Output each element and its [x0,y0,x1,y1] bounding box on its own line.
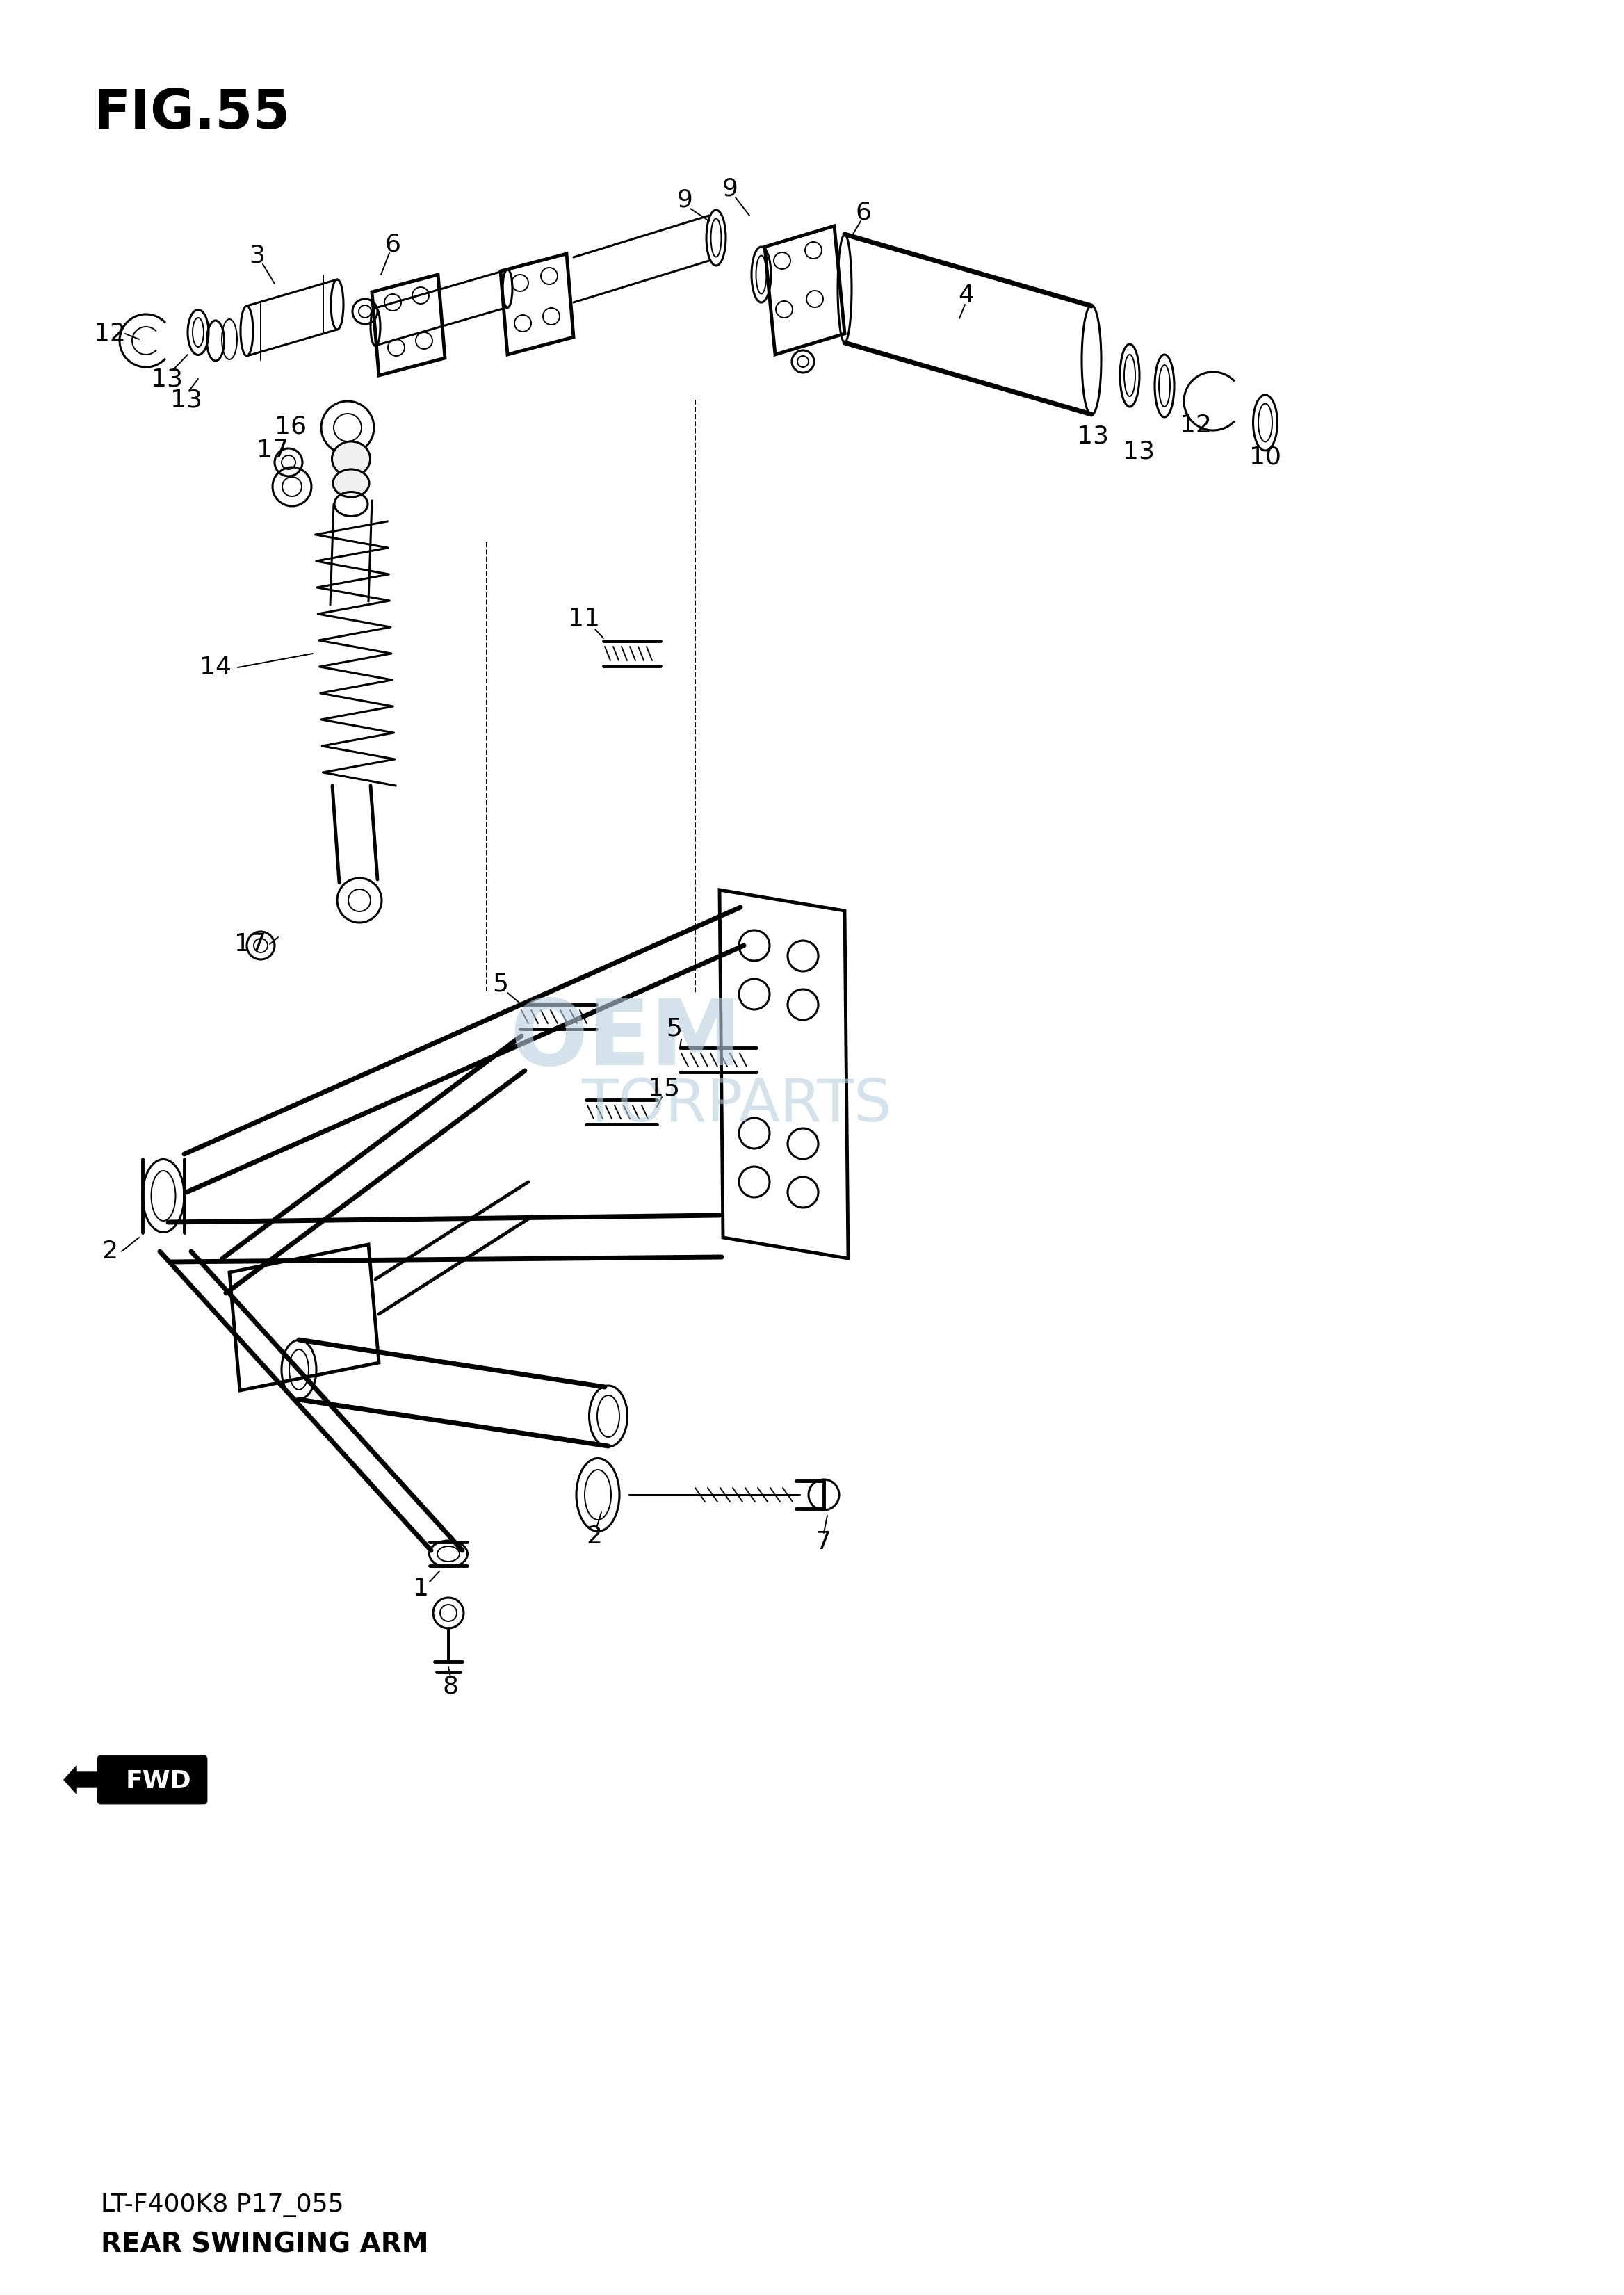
Text: 12: 12 [94,321,125,347]
Text: 3: 3 [248,243,265,269]
Text: 13: 13 [151,367,184,390]
Text: 12: 12 [1179,413,1212,438]
FancyBboxPatch shape [97,1756,206,1804]
Text: 4: 4 [958,285,974,308]
Text: 8: 8 [442,1673,458,1698]
Text: 17: 17 [234,932,266,957]
Text: 9: 9 [723,177,737,202]
Text: OEM: OEM [510,996,742,1083]
Text: FIG.55: FIG.55 [94,87,291,140]
Text: 1: 1 [412,1577,429,1600]
Text: 9: 9 [677,188,693,211]
Text: 17: 17 [257,438,289,461]
Text: 5: 5 [492,973,508,996]
Text: 16: 16 [274,415,307,438]
Text: LT-F400K8 P17_055: LT-F400K8 P17_055 [101,2194,344,2217]
Text: TORPARTS: TORPARTS [581,1076,892,1134]
FancyArrow shape [63,1765,101,1795]
Text: 6: 6 [385,232,401,257]
Text: 13: 13 [1122,441,1155,464]
Text: REAR SWINGING ARM: REAR SWINGING ARM [101,2231,429,2258]
Text: 2: 2 [586,1524,603,1549]
Text: 13: 13 [171,388,203,411]
Text: 10: 10 [1249,445,1281,468]
Text: 11: 11 [568,606,599,631]
Ellipse shape [333,468,369,498]
Text: 6: 6 [856,200,872,225]
Text: FWD: FWD [125,1769,192,1792]
Text: 13: 13 [1077,425,1109,448]
Text: 7: 7 [815,1531,831,1554]
Ellipse shape [331,441,370,477]
Text: 15: 15 [648,1076,680,1099]
Text: 2: 2 [102,1239,119,1262]
Text: 5: 5 [666,1017,682,1040]
Text: 14: 14 [200,656,232,679]
